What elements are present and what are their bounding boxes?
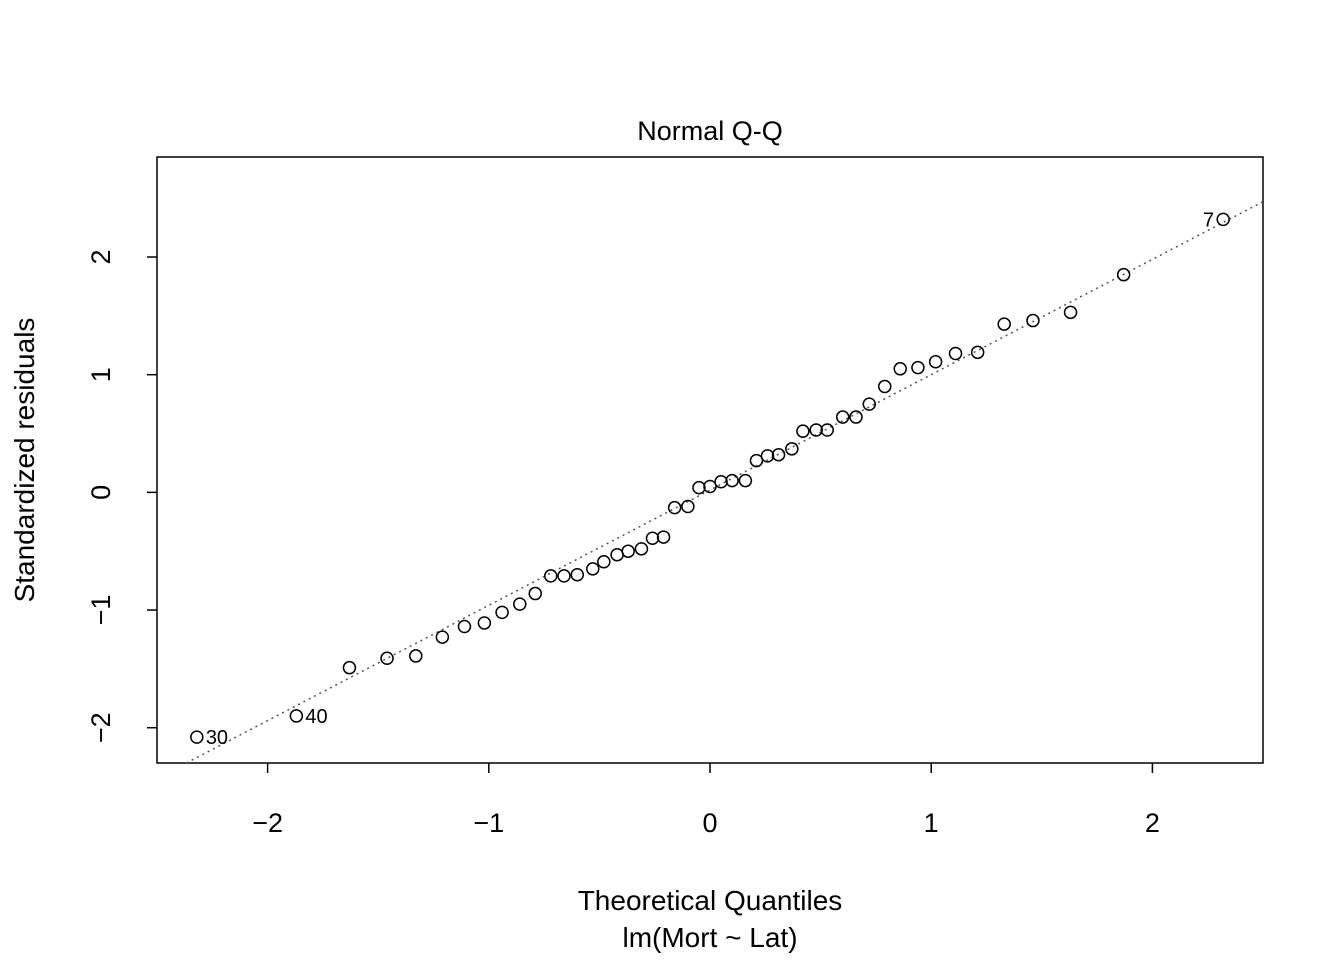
data-point bbox=[528, 586, 543, 601]
point-label: 40 bbox=[305, 706, 327, 728]
data-point bbox=[190, 730, 204, 744]
data-point bbox=[714, 475, 728, 489]
data-points: 30 40 7 bbox=[190, 209, 1230, 749]
data-point bbox=[1216, 212, 1230, 227]
data-point bbox=[820, 423, 834, 437]
data-point bbox=[495, 605, 509, 620]
data-point bbox=[796, 424, 810, 438]
data-point bbox=[477, 616, 492, 630]
data-point bbox=[738, 473, 753, 488]
chart-subtitle: lm(Mort ~ Lat) bbox=[622, 922, 797, 953]
chart-title: Normal Q-Q bbox=[637, 116, 783, 146]
y-tick-label: 1 bbox=[86, 367, 116, 382]
y-tick-label: 2 bbox=[86, 250, 116, 265]
data-point bbox=[435, 630, 450, 644]
data-point bbox=[771, 447, 786, 462]
reference-line bbox=[185, 201, 1264, 764]
data-point bbox=[586, 562, 600, 576]
data-point bbox=[928, 354, 943, 369]
data-point bbox=[725, 473, 739, 488]
x-tick-label: −1 bbox=[473, 808, 504, 838]
x-tick-label: 0 bbox=[702, 808, 717, 838]
x-axis-label: Theoretical Quantiles bbox=[578, 885, 843, 916]
data-point bbox=[621, 544, 635, 558]
data-point bbox=[877, 379, 892, 394]
y-tick-label: −2 bbox=[86, 712, 116, 743]
y-axis: −2 −1 0 1 2 bbox=[86, 250, 157, 743]
data-point bbox=[543, 569, 558, 583]
data-point bbox=[570, 567, 585, 582]
data-point bbox=[835, 410, 850, 424]
data-point bbox=[597, 555, 611, 569]
x-axis: −2 −1 0 1 2 bbox=[252, 763, 1160, 838]
data-point bbox=[409, 649, 423, 663]
y-tick-label: −1 bbox=[86, 595, 116, 626]
data-point bbox=[610, 547, 624, 562]
data-point bbox=[656, 530, 671, 544]
data-point bbox=[289, 709, 304, 723]
data-point bbox=[1116, 267, 1131, 282]
plot-frame bbox=[156, 156, 1264, 764]
data-point bbox=[785, 442, 799, 456]
data-point bbox=[1026, 313, 1040, 328]
point-label: 30 bbox=[206, 727, 228, 749]
data-point bbox=[970, 345, 985, 360]
data-point bbox=[645, 531, 660, 546]
data-point bbox=[634, 542, 649, 556]
x-tick-label: 2 bbox=[1145, 808, 1160, 838]
data-point bbox=[809, 423, 823, 437]
data-point bbox=[692, 480, 706, 495]
data-point bbox=[667, 500, 682, 515]
data-point bbox=[948, 346, 963, 361]
x-tick-label: 1 bbox=[924, 808, 939, 838]
data-point bbox=[760, 449, 775, 463]
data-point bbox=[997, 317, 1011, 331]
data-point bbox=[862, 397, 877, 411]
y-tick-label: 0 bbox=[86, 485, 116, 500]
data-point bbox=[849, 410, 863, 424]
point-label: 7 bbox=[1203, 209, 1214, 231]
data-point bbox=[557, 569, 571, 583]
data-point bbox=[457, 619, 472, 634]
data-point bbox=[342, 660, 357, 675]
data-point bbox=[703, 479, 717, 494]
data-point bbox=[513, 597, 527, 611]
y-axis-label: Standardized residuals bbox=[9, 318, 40, 603]
data-point bbox=[1063, 305, 1078, 320]
data-point bbox=[380, 651, 394, 666]
data-point bbox=[681, 499, 695, 514]
data-point bbox=[893, 362, 907, 376]
data-point bbox=[911, 360, 925, 375]
data-point bbox=[749, 453, 764, 468]
x-tick-label: −2 bbox=[252, 808, 283, 838]
